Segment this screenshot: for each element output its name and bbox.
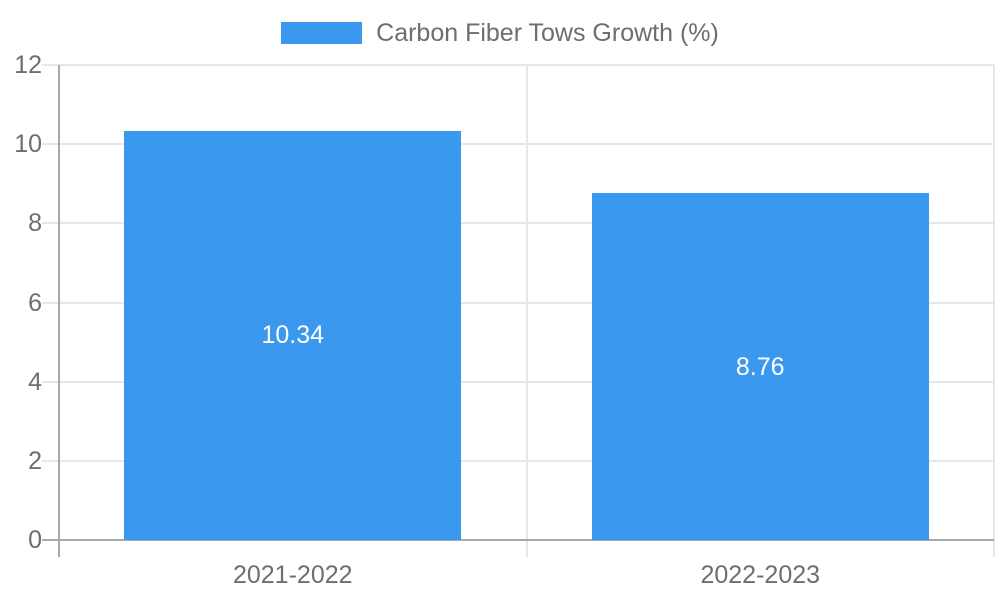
y-axis-tick-label: 10	[14, 130, 42, 159]
x-axis-tick-label: 2021-2022	[232, 561, 353, 589]
y-axis-tick-label: 8	[28, 209, 42, 238]
bar-2021-2022[interactable]	[124, 130, 462, 540]
y-gridline	[42, 143, 994, 146]
legend-label: Carbon Fiber Tows Growth (%)	[376, 19, 719, 47]
x-axis-line	[42, 539, 994, 541]
y-gridline	[42, 459, 994, 462]
y-axis-tick-label: 6	[28, 288, 42, 317]
y-axis-tick-label: 2	[28, 446, 42, 475]
x-axis-tick-label: 2022-2023	[700, 561, 821, 589]
y-axis-tick-label: 0	[28, 526, 42, 554]
x-gridline	[993, 65, 995, 557]
y-gridline	[42, 222, 994, 225]
bar-2022-2023[interactable]	[591, 193, 929, 540]
y-gridline	[42, 64, 994, 66]
chart-legend[interactable]: Carbon Fiber Tows Growth (%)	[0, 18, 1000, 48]
x-gridline	[525, 65, 528, 557]
y-axis-tick-label: 12	[14, 51, 42, 79]
y-gridline	[42, 301, 994, 304]
legend-swatch	[281, 22, 363, 44]
y-axis-line	[58, 65, 60, 557]
bar-value-label: 8.76	[735, 352, 785, 381]
bar-value-label: 10.34	[261, 321, 325, 350]
y-gridline	[42, 380, 994, 383]
y-axis-tick-label: 4	[28, 367, 42, 396]
